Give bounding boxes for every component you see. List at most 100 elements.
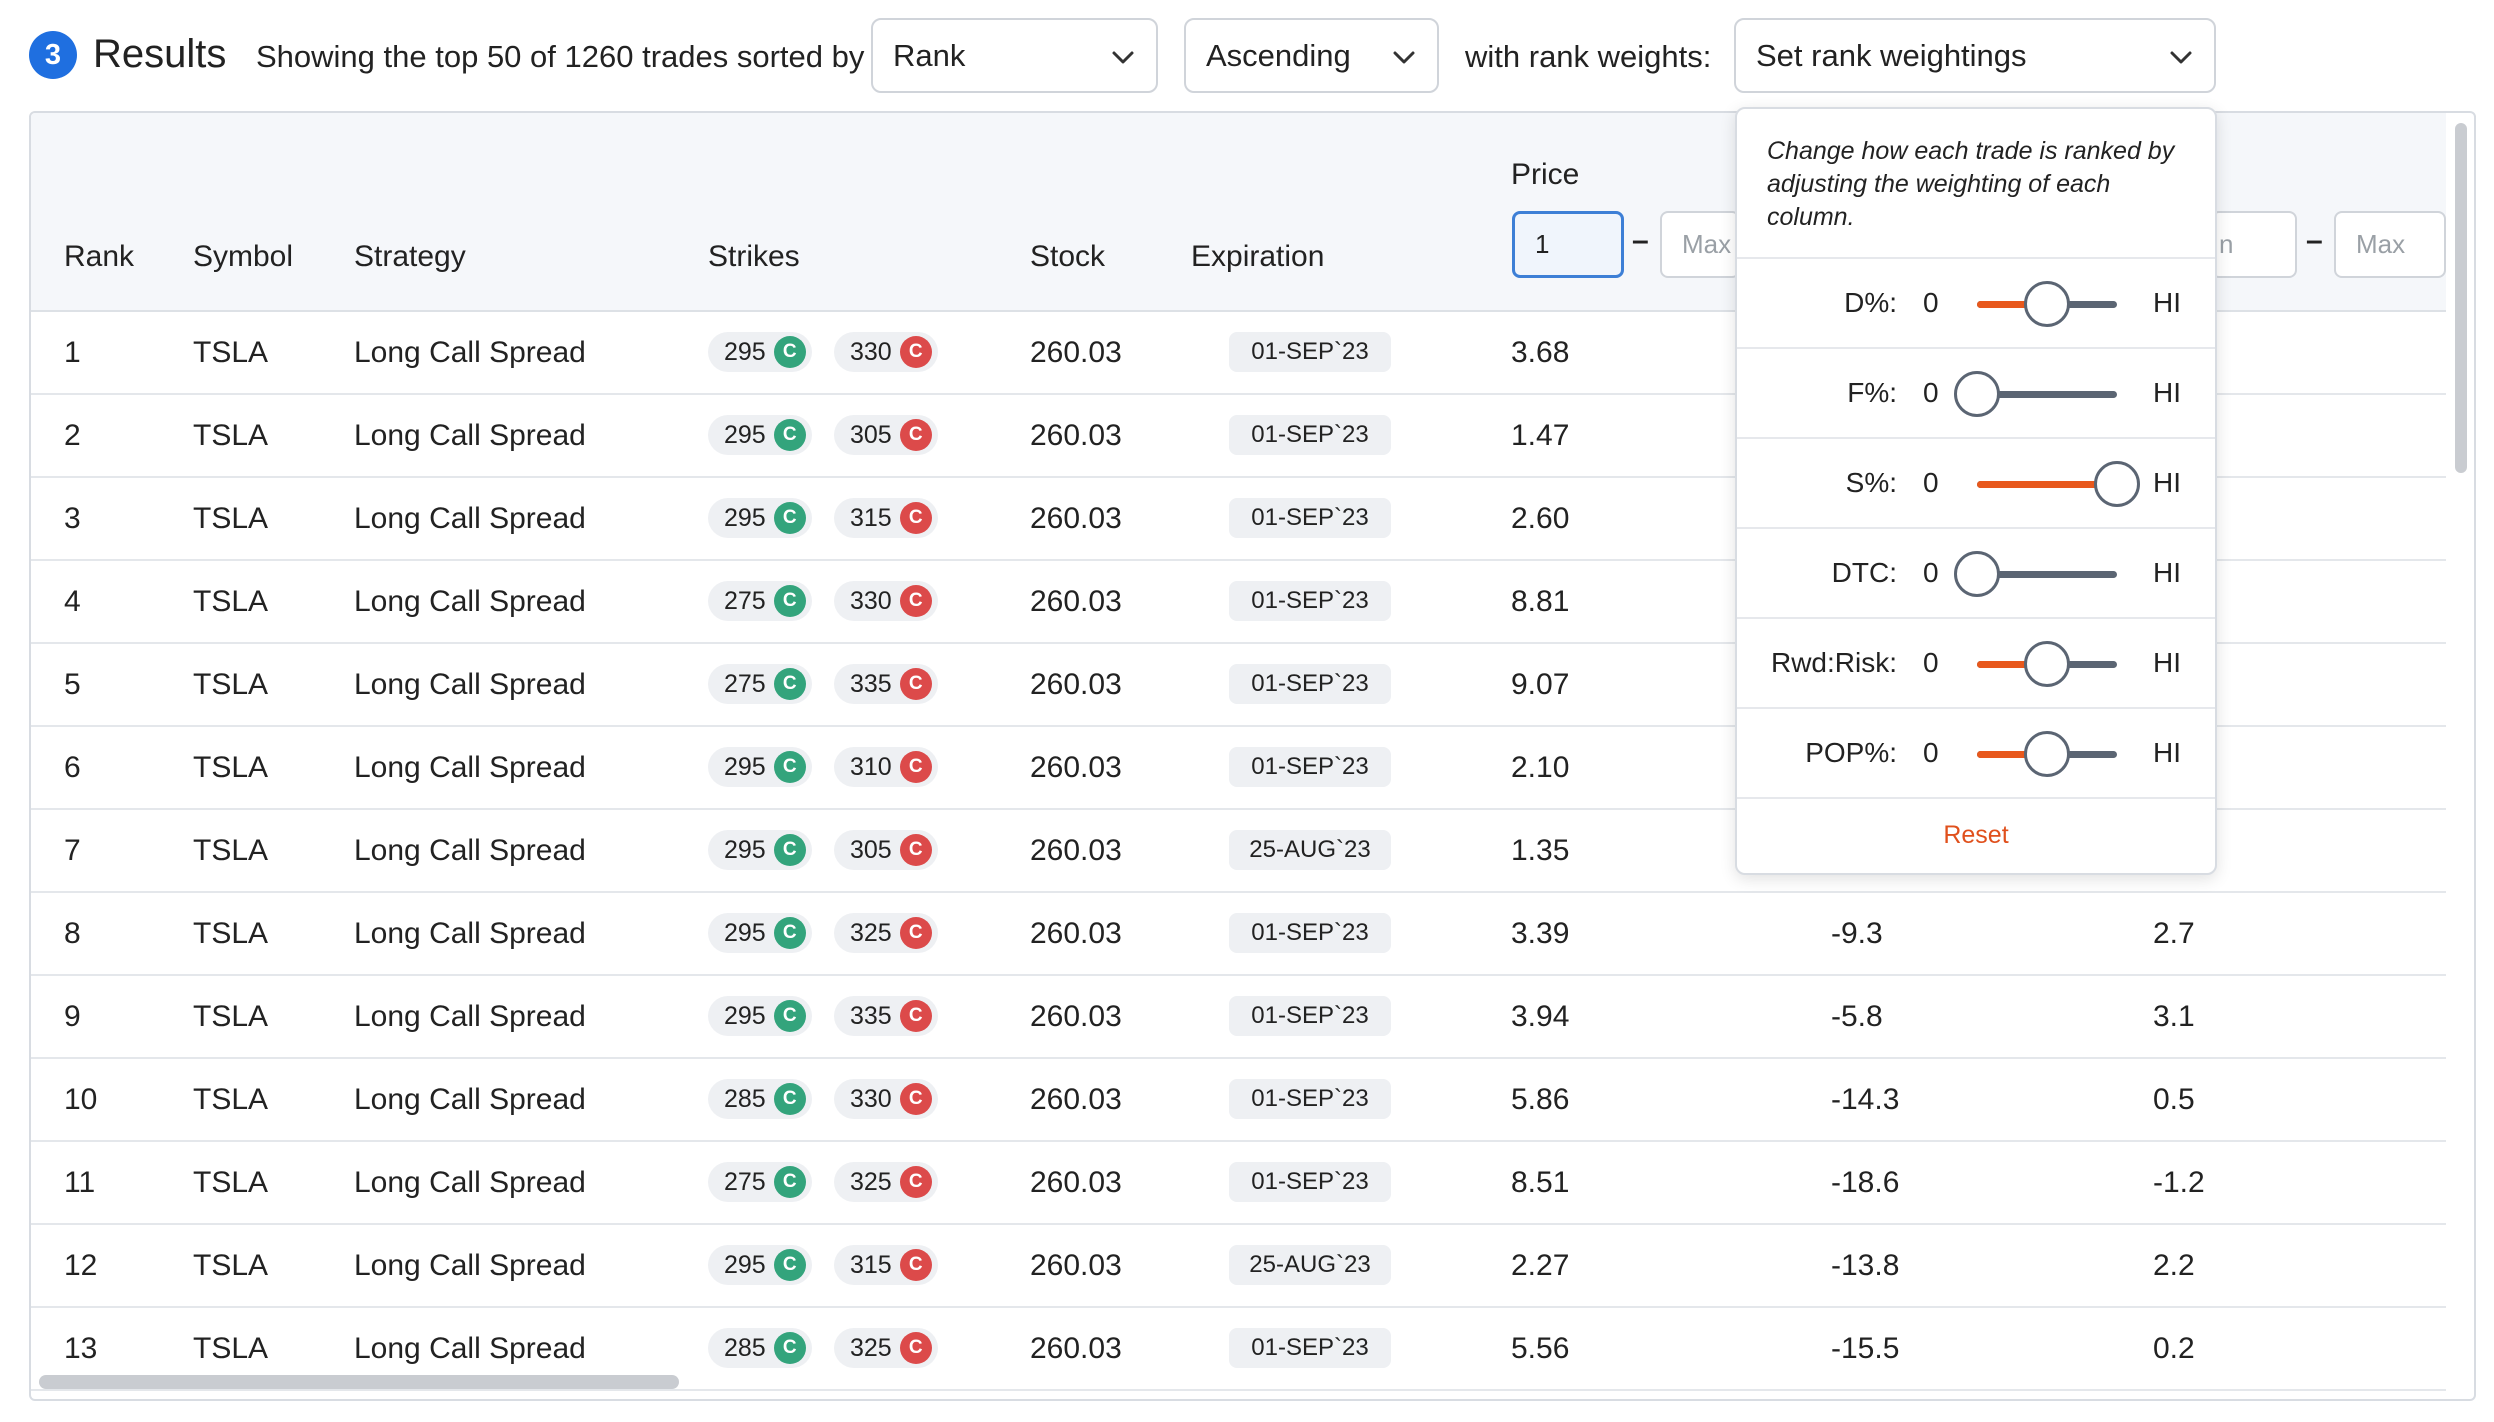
weighting-min-label: 0 [1923,557,1939,588]
reset-weightings-button[interactable]: Reset [1943,821,2009,849]
slider-thumb[interactable] [2024,641,2070,687]
expiration-pill: 01-SEP`23 [1229,913,1391,953]
rank-weights-label: with rank weights: [1465,39,1712,74]
slider-thumb[interactable] [2024,281,2070,327]
slider-thumb[interactable] [2024,731,2070,777]
metric-cell: 0.5 [2153,1083,2195,1116]
slider-thumb[interactable] [1954,551,2000,597]
symbol-cell: TSLA [193,419,269,452]
column-header-stock[interactable]: Stock [1030,240,1106,273]
strike-value: 335 [850,669,892,698]
column-header-rank[interactable]: Rank [64,240,135,273]
price-cell: 8.81 [1511,585,1570,618]
strike-long-pill: 295 C [708,830,812,870]
expiration-pill: 01-SEP`23 [1229,1079,1391,1119]
table-row[interactable]: 8 TSLA Long Call Spread 295 C 325 C 260.03 01-SE… [31,893,2446,976]
strike-long-pill: 295 C [708,415,812,455]
table-row[interactable]: 4 TSLA Long Call Spread 275 C 330 C 260.03 01-SE… [31,561,2446,644]
stock-cell: 260.03 [1030,1249,1122,1282]
strike-short-pill: 330 C [834,332,938,372]
strategy-cell: Long Call Spread [354,502,586,535]
rank-cell: 7 [64,834,81,867]
divider [1737,257,2215,259]
strike-short-pill: 335 C [834,664,938,704]
weighting-label: Rwd:Risk: [1770,647,1897,678]
call-badge-icon: C [773,336,806,368]
weighting-slider[interactable] [1977,281,2117,327]
symbol-cell: TSLA [193,1332,269,1365]
slider-track[interactable] [1977,571,2117,578]
column-header-strategy[interactable]: Strategy [354,240,466,273]
strike-value: 295 [724,337,766,366]
strike-short-pill: 325 C [834,913,938,953]
call-badge-icon: C [773,668,806,700]
strike-value: 325 [850,1333,892,1362]
sort-by-select[interactable]: Rank [871,18,1158,93]
table-row[interactable]: 11 TSLA Long Call Spread 275 C 325 C 260.03 01-S… [31,1142,2446,1225]
vertical-scrollbar-thumb[interactable] [2455,123,2467,473]
table-row[interactable]: 1 TSLA Long Call Spread 295 C 330 C 260.03 01-SE… [31,312,2446,395]
metric-cell: -15.5 [1831,1332,1900,1365]
call-badge-icon: C [899,419,932,451]
weighting-slider[interactable] [1977,461,2140,507]
symbol-cell: TSLA [193,668,269,701]
rank-cell: 4 [64,585,81,618]
table-row[interactable]: 10 TSLA Long Call Spread 285 C 330 C 260.03 01-S… [31,1059,2446,1142]
strike-long-pill: 275 C [708,664,812,704]
filter-max-input[interactable]: Max [2334,211,2446,278]
weighting-slider[interactable] [1954,551,2117,597]
price-max-input[interactable]: Max [1660,211,1740,278]
column-header-expiration[interactable]: Expiration [1191,240,1325,273]
rank-cell: 8 [64,917,81,950]
stock-cell: 260.03 [1030,751,1122,784]
strike-short-pill: 335 C [834,996,938,1036]
price-min-input[interactable]: 1 [1512,211,1624,278]
slider-track[interactable] [1977,391,2117,398]
column-header-strikes[interactable]: Strikes [708,240,800,273]
strike-value: 285 [724,1084,766,1113]
strike-value: 325 [850,918,892,947]
strategy-cell: Long Call Spread [354,1083,586,1116]
table-row[interactable]: 9 TSLA Long Call Spread 295 C 335 C 260.03 01-SE… [31,976,2446,1059]
table-row[interactable]: 7 TSLA Long Call Spread 295 C 305 C 260.03 25-AU… [31,810,2446,893]
weighting-label: S%: [1845,467,1897,498]
weighting-row: Rwd:Risk: 0 HI [1737,619,2215,709]
table-row[interactable]: 6 TSLA Long Call Spread 295 C 310 C 260.03 01-SE… [31,727,2446,810]
divider [1737,707,2215,709]
symbol-cell: TSLA [193,1249,269,1282]
horizontal-scrollbar-thumb[interactable] [39,1375,679,1389]
strike-value: 295 [724,1001,766,1030]
rank-weightings-select[interactable]: Set rank weightings [1734,18,2216,93]
slider-thumb[interactable] [2094,461,2140,507]
table-row[interactable]: 5 TSLA Long Call Spread 275 C 335 C 260.03 01-SE… [31,644,2446,727]
strike-long-pill: 275 C [708,1162,812,1202]
weighting-slider[interactable] [1977,641,2117,687]
metric-cell: -9.3 [1831,917,1883,950]
weighting-slider[interactable] [1977,731,2117,777]
column-header-price[interactable]: Price [1511,158,1580,191]
strategy-cell: Long Call Spread [354,1249,586,1282]
price-cell: 2.10 [1511,751,1570,784]
table-row[interactable]: 3 TSLA Long Call Spread 295 C 315 C 260.03 01-SE… [31,478,2446,561]
expiration-pill: 25-AUG`23 [1229,1245,1391,1285]
rank-weightings-popover: Change how each trade is ranked by adjus… [1735,107,2217,875]
filter-min-input[interactable]: n [2211,211,2297,278]
table-row[interactable]: 12 TSLA Long Call Spread 295 C 315 C 260.03 25-A… [31,1225,2446,1308]
table-row[interactable]: 2 TSLA Long Call Spread 295 C 305 C 260.03 01-SE… [31,395,2446,478]
weighting-slider[interactable] [1954,371,2117,417]
strike-long-pill: 295 C [708,498,812,538]
strategy-cell: Long Call Spread [354,834,586,867]
sort-order-select[interactable]: Ascending [1184,18,1439,93]
column-header-symbol[interactable]: Symbol [193,240,294,273]
strike-short-pill: 330 C [834,1079,938,1119]
strike-long-pill: 295 C [708,747,812,787]
slider-thumb[interactable] [1954,371,2000,417]
rank-cell: 1 [64,336,81,369]
strategy-cell: Long Call Spread [354,1332,586,1365]
call-badge-icon: C [899,917,932,949]
price-cell: 3.39 [1511,917,1570,950]
table-row[interactable]: 13 TSLA Long Call Spread 285 C 325 C 260.03 01-S… [31,1308,2446,1391]
stock-cell: 260.03 [1030,1000,1122,1033]
expiration-pill: 01-SEP`23 [1229,415,1391,455]
expiration-pill: 01-SEP`23 [1229,996,1391,1036]
